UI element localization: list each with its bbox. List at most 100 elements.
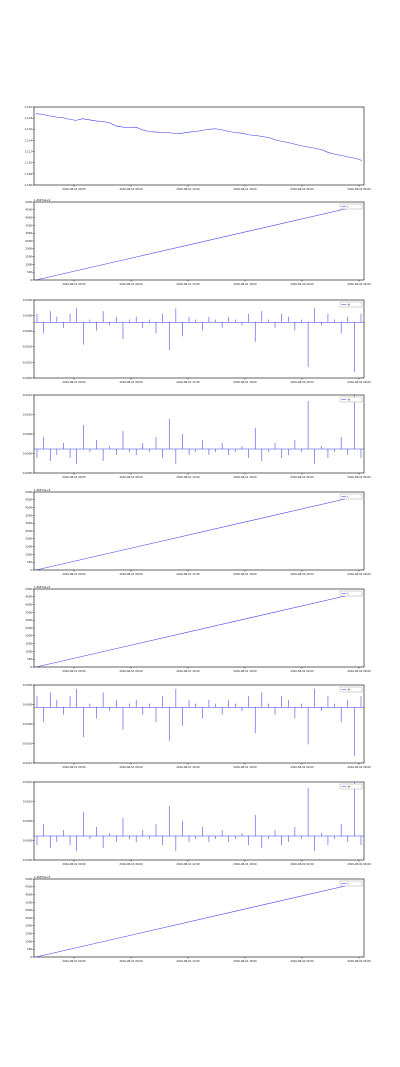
legend-label: t <box>348 591 349 595</box>
x-tick-label: 2016-08-01 18:00 <box>233 475 257 479</box>
x-tick-label: 2016-08-02 00:00 <box>290 765 314 769</box>
x-tick-label: 2016-08-02 06:00 <box>347 380 371 384</box>
y-tick-label: 3000 <box>25 231 32 235</box>
y-tick-label: 4500 <box>25 498 32 502</box>
y-tick-label: 2500 <box>25 916 32 920</box>
x-tick-label: 2016-08-02 06:00 <box>347 862 371 866</box>
x-tick-label: 2016-08-02 06:00 <box>347 475 371 479</box>
y-tick-label: 3500 <box>25 900 32 904</box>
y-tick-label: 4000 <box>25 216 32 220</box>
x-tick-label: 2016-08-02 00:00 <box>290 959 314 963</box>
chart-svg: 0 500 1000 1500 2000 2500 3000 3500 4000 4500 5000… <box>25 198 371 286</box>
chart-svg: 0.0005 0.0000 -0.0005 -0.0010 -0.0015 -0.0020… <box>22 298 371 384</box>
y-tick-label: 1.114 <box>25 138 33 142</box>
x-tick-label: 2016-08-02 06:00 <box>347 282 371 286</box>
y-tick-label: 3000 <box>25 521 32 525</box>
x-tick-label: 2016-08-01 12:00 <box>176 187 200 191</box>
y-tick-label: 1000 <box>25 939 32 943</box>
legend-label: dt <box>348 784 351 788</box>
y-tick-label: 500 <box>27 560 32 564</box>
x-tick-label: 2016-08-01 18:00 <box>233 380 257 384</box>
x-tick-label: 2016-08-01 12:00 <box>176 475 200 479</box>
x-tick-label: 2016-08-01 06:00 <box>119 862 143 866</box>
x-tick-label: 2016-08-02 00:00 <box>290 282 314 286</box>
axis-offset-label: 1.46974e+9 <box>34 198 50 202</box>
axis-offset-label: 1.46974e+9 <box>34 875 50 879</box>
x-tick-label: 2016-08-01 00:00 <box>62 862 86 866</box>
x-tick-label: 2016-08-02 00:00 <box>290 187 314 191</box>
y-tick-label: 1.108 <box>25 172 33 176</box>
y-tick-label: 1.110 <box>25 161 33 165</box>
legend-box <box>339 783 363 790</box>
chart-panel-6: 0 500 1000 1500 2000 2500 3000 3500 4000 4500 5000… <box>25 585 371 677</box>
chart-panel-8: 0.0015 0.0010 0.0005 0.0000 -0.0005 2016-08-0… <box>22 780 371 870</box>
x-tick-label: 2016-08-02 00:00 <box>290 475 314 479</box>
x-tick-label: 2016-08-01 12:00 <box>176 282 200 286</box>
y-tick-label: 500 <box>27 270 32 274</box>
legend-label: t <box>348 881 349 885</box>
y-tick-label: 5000 <box>25 587 32 591</box>
chart-panel-7: 0.0005 0.0000 -0.0005 -0.0010 -0.0015 2016-08… <box>22 683 371 773</box>
legend-box <box>339 880 363 887</box>
y-tick-label: 0.0010 <box>23 799 32 803</box>
x-tick-label: 2016-08-01 06:00 <box>119 380 143 384</box>
y-tick-label: 2500 <box>25 529 32 533</box>
y-tick-label: 2000 <box>25 247 32 251</box>
x-tick-label: 2016-08-01 18:00 <box>233 282 257 286</box>
legend-box <box>339 493 363 500</box>
legend-label: dt <box>348 302 351 306</box>
y-tick-label: 5000 <box>25 490 32 494</box>
y-tick-label: -0.0005 <box>22 471 32 475</box>
y-tick-label: 3500 <box>25 223 32 227</box>
x-tick-label: 2016-08-01 00:00 <box>62 475 86 479</box>
y-tick-label: 1000 <box>25 552 32 556</box>
x-tick-label: 2016-08-02 00:00 <box>290 380 314 384</box>
y-tick-label: -0.0010 <box>22 345 32 349</box>
x-tick-label: 2016-08-01 18:00 <box>233 959 257 963</box>
y-tick-label: 3500 <box>25 610 32 614</box>
y-tick-label: 3500 <box>25 513 32 517</box>
x-tick-label: 2016-08-02 06:00 <box>347 765 371 769</box>
y-tick-label: 1.118 <box>25 116 33 120</box>
x-tick-label: 2016-08-01 00:00 <box>62 765 86 769</box>
x-tick-label: 2016-08-01 06:00 <box>119 959 143 963</box>
y-tick-label: 3000 <box>25 618 32 622</box>
chart-svg: 0.0015 0.0010 0.0005 0.0000 -0.0005 2016-08-0… <box>22 393 371 479</box>
series-line <box>35 591 363 668</box>
x-tick-label: 2016-08-01 00:00 <box>62 959 86 963</box>
x-tick-label: 2016-08-02 06:00 <box>347 572 371 576</box>
x-tick-label: 2016-08-01 06:00 <box>119 765 143 769</box>
y-tick-label: 0 <box>30 955 32 959</box>
y-tick-label: 5000 <box>25 877 32 881</box>
chart-panel-4: 0.0015 0.0010 0.0005 0.0000 -0.0005 2016-08-0… <box>22 393 371 483</box>
plot-frame <box>33 106 365 186</box>
x-tick-label: 2016-08-01 00:00 <box>62 380 86 384</box>
x-tick-label: 2016-08-01 12:00 <box>176 380 200 384</box>
y-tick-label: 0 <box>30 278 32 282</box>
y-tick-label: 1.120 <box>25 105 33 109</box>
y-tick-label: 4000 <box>25 893 32 897</box>
series-line <box>35 204 363 281</box>
y-tick-label: 0.0010 <box>23 412 32 416</box>
x-tick-label: 2016-08-02 00:00 <box>290 669 314 673</box>
y-tick-label: 5000 <box>25 200 32 204</box>
legend-label: dt <box>348 687 351 691</box>
y-tick-label: 0.0000 <box>23 702 32 706</box>
x-tick-label: 2016-08-01 06:00 <box>119 669 143 673</box>
chart-panel-3: 0.0005 0.0000 -0.0005 -0.0010 -0.0015 -0.0020… <box>22 298 371 388</box>
y-tick-label: 1500 <box>25 932 32 936</box>
chart-panel-9: 0 500 1000 1500 2000 2500 3000 3500 4000 4500 5000… <box>25 875 371 967</box>
x-tick-label: 2016-08-01 18:00 <box>233 187 257 191</box>
x-tick-label: 2016-08-01 12:00 <box>176 959 200 963</box>
plot-frame <box>33 201 365 281</box>
legend-box <box>339 396 363 403</box>
chart-svg: 1.120 1.118 1.116 1.114 1.112 1.110 1.108 1.106… <box>25 105 371 191</box>
y-tick-label: 1500 <box>25 545 32 549</box>
legend-label: t <box>348 204 349 208</box>
y-tick-label: 4500 <box>25 208 32 212</box>
y-tick-label: 2000 <box>25 924 32 928</box>
x-tick-label: 2016-08-02 06:00 <box>347 959 371 963</box>
x-tick-label: 2016-08-01 12:00 <box>176 862 200 866</box>
y-tick-label: -0.0005 <box>22 329 32 333</box>
x-tick-label: 2016-08-02 06:00 <box>347 187 371 191</box>
